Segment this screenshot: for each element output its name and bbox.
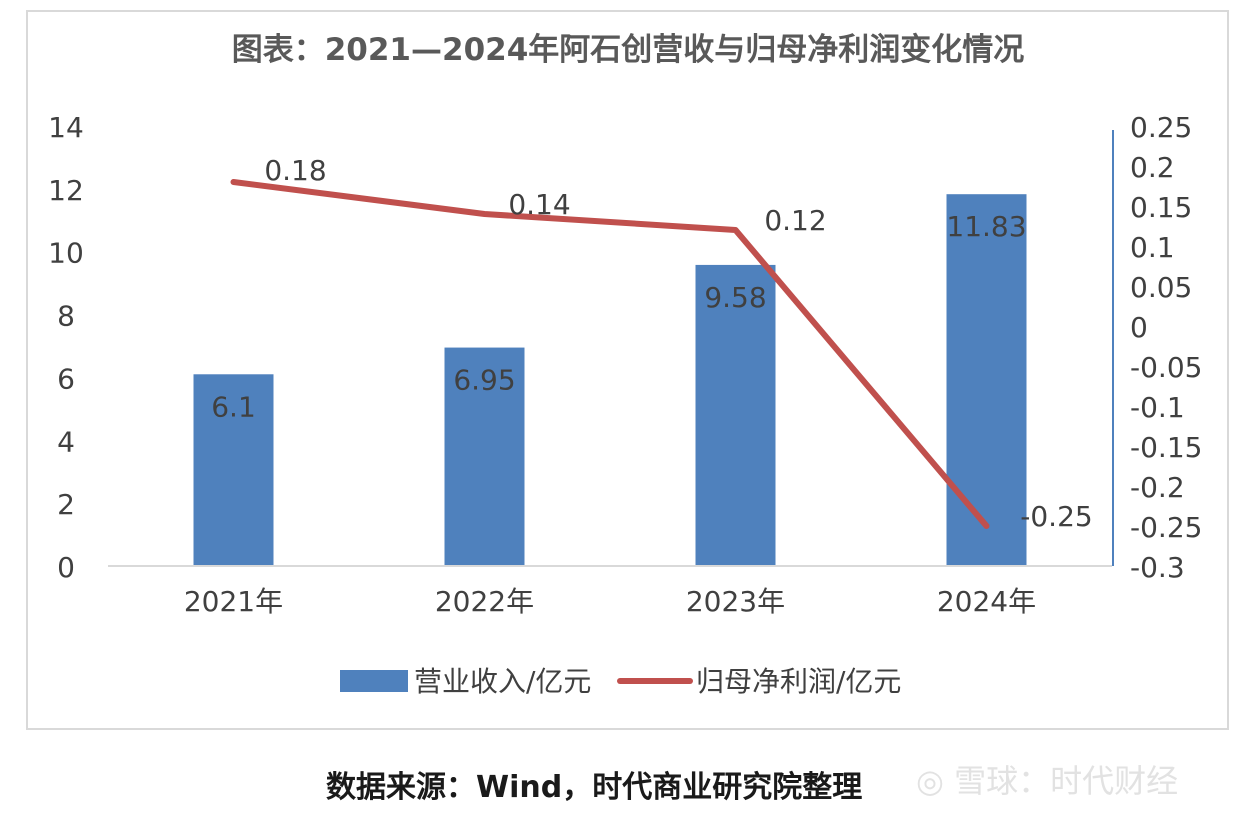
watermark-text: 雪球：时代财经 bbox=[954, 762, 1179, 800]
y-right-tick-label: -0.2 bbox=[1130, 471, 1185, 504]
combo-chart: 图表：2021—2024年阿石创营收与归母净利润变化情况 0 2 4 6 8 10 12 14 -… bbox=[48, 32, 1202, 698]
y-left-tick-label: 12 bbox=[48, 174, 84, 207]
y-left-tick-label: 0 bbox=[57, 551, 75, 584]
line-data-label: 0.18 bbox=[264, 154, 326, 187]
bar-revenue bbox=[444, 347, 525, 566]
y-left-tick-label: 2 bbox=[57, 488, 75, 521]
line-data-label: 0.12 bbox=[764, 204, 826, 237]
bar-revenue bbox=[193, 374, 274, 566]
line-data-label: 0.14 bbox=[508, 188, 570, 221]
y-right-tick-label: 0.05 bbox=[1130, 271, 1192, 304]
chart-frame bbox=[26, 10, 1229, 730]
line-data-label: -0.25 bbox=[1020, 500, 1092, 533]
y-left-tick-label: 14 bbox=[48, 111, 84, 144]
y-left-tick-label: 4 bbox=[57, 425, 75, 458]
legend-label-net-profit: 归母净利润/亿元 bbox=[696, 665, 901, 698]
y-right-tick-label: 0.1 bbox=[1130, 231, 1175, 264]
chart-title: 图表：2021—2024年阿石创营收与归母净利润变化情况 bbox=[232, 32, 1025, 68]
x-tick-label: 2022年 bbox=[435, 585, 534, 618]
y-right-tick-label: 0 bbox=[1130, 311, 1148, 344]
bar-data-label: 6.95 bbox=[453, 364, 515, 397]
watermark: ◎ 雪球：时代财经 bbox=[916, 756, 1178, 802]
y-right-tick-label: 0.25 bbox=[1130, 111, 1192, 144]
y-left-tick-label: 8 bbox=[57, 300, 75, 333]
y-right-tick-label: -0.1 bbox=[1130, 391, 1185, 424]
line-net-profit bbox=[230, 179, 990, 529]
y-right-tick-label: -0.05 bbox=[1130, 351, 1202, 384]
bar-revenue bbox=[946, 194, 1027, 566]
y-right-tick-label: 0.15 bbox=[1130, 191, 1192, 224]
bar-data-label: 9.58 bbox=[704, 281, 766, 314]
x-tick-label: 2024年 bbox=[937, 585, 1036, 618]
y-right-tick-label: -0.15 bbox=[1130, 431, 1202, 464]
x-tick-label: 2023年 bbox=[686, 585, 785, 618]
y-right-tick-label: -0.3 bbox=[1130, 551, 1185, 584]
x-tick-label: 2021年 bbox=[184, 585, 283, 618]
legend-swatch-revenue bbox=[340, 670, 408, 692]
y-left-tick-label: 10 bbox=[48, 237, 84, 270]
y-left-tick-label: 6 bbox=[57, 362, 75, 395]
bar-revenue bbox=[695, 264, 776, 566]
snowball-icon: ◎ bbox=[916, 762, 944, 800]
y-right-tick-label: -0.25 bbox=[1130, 511, 1202, 544]
legend-label-revenue: 营业收入/亿元 bbox=[414, 665, 591, 698]
y-right-tick-label: 0.2 bbox=[1130, 151, 1175, 184]
bar-data-label: 6.1 bbox=[211, 390, 256, 423]
bar-data-label: 11.83 bbox=[946, 210, 1026, 243]
source-note: 数据来源：Wind，时代商业研究院整理 bbox=[326, 770, 863, 805]
